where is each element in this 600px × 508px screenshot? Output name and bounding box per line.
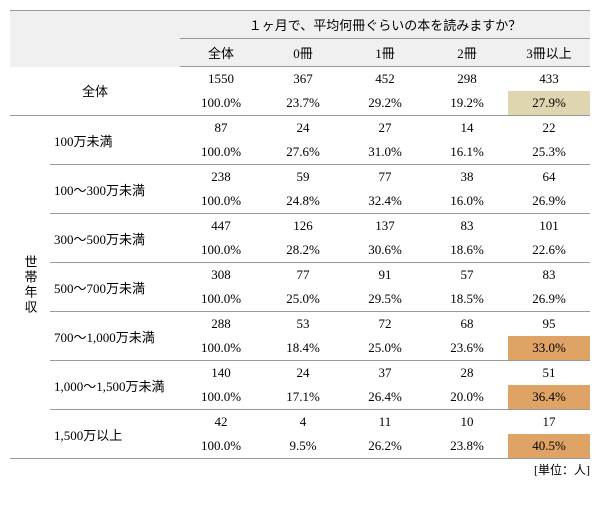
pct-5-1: 17.1% <box>262 385 344 410</box>
pct-2-3: 18.6% <box>426 238 508 263</box>
count-3-1: 77 <box>262 263 344 288</box>
total-pct-2: 29.2% <box>344 91 426 116</box>
pct-3-3: 18.5% <box>426 287 508 312</box>
pct-3-2: 29.5% <box>344 287 426 312</box>
count-3-2: 91 <box>344 263 426 288</box>
pct-6-2: 26.2% <box>344 434 426 459</box>
count-2-0: 447 <box>180 214 262 239</box>
count-2-2: 137 <box>344 214 426 239</box>
pct-6-4: 40.5% <box>508 434 590 459</box>
pct-4-2: 25.0% <box>344 336 426 361</box>
unit-label: [単位：人] <box>10 459 590 478</box>
pct-1-2: 32.4% <box>344 189 426 214</box>
total-pct-0: 100.0% <box>180 91 262 116</box>
count-6-2: 11 <box>344 410 426 435</box>
pct-3-0: 100.0% <box>180 287 262 312</box>
count-4-3: 68 <box>426 312 508 337</box>
row-label-0: 100万未満 <box>50 116 180 165</box>
total-pct-3: 19.2% <box>426 91 508 116</box>
count-0-3: 14 <box>426 116 508 141</box>
pct-6-3: 23.8% <box>426 434 508 459</box>
count-5-3: 28 <box>426 361 508 386</box>
total-count-1: 367 <box>262 67 344 92</box>
pct-3-1: 25.0% <box>262 287 344 312</box>
col-header-2: 1冊 <box>344 39 426 67</box>
header-blank <box>10 11 180 67</box>
total-pct-1: 23.7% <box>262 91 344 116</box>
count-5-4: 51 <box>508 361 590 386</box>
pct-5-0: 100.0% <box>180 385 262 410</box>
pct-0-0: 100.0% <box>180 140 262 165</box>
pct-0-4: 25.3% <box>508 140 590 165</box>
pct-5-4: 36.4% <box>508 385 590 410</box>
row-label-3: 500～700万未満 <box>50 263 180 312</box>
pct-1-3: 16.0% <box>426 189 508 214</box>
count-2-1: 126 <box>262 214 344 239</box>
total-label: 全体 <box>10 67 180 116</box>
count-0-4: 22 <box>508 116 590 141</box>
count-0-0: 87 <box>180 116 262 141</box>
col-header-3: 2冊 <box>426 39 508 67</box>
pct-6-1: 9.5% <box>262 434 344 459</box>
col-header-1: 0冊 <box>262 39 344 67</box>
total-count-2: 452 <box>344 67 426 92</box>
total-count-4: 433 <box>508 67 590 92</box>
count-3-4: 83 <box>508 263 590 288</box>
count-1-0: 238 <box>180 165 262 190</box>
col-header-4: 3冊以上 <box>508 39 590 67</box>
count-6-4: 17 <box>508 410 590 435</box>
pct-2-2: 30.6% <box>344 238 426 263</box>
cross-table: １ヶ月で、平均何冊ぐらいの本を読みますか？全体0冊1冊2冊3冊以上全体15503… <box>10 10 590 459</box>
count-1-3: 38 <box>426 165 508 190</box>
col-header-0: 全体 <box>180 39 262 67</box>
count-0-2: 27 <box>344 116 426 141</box>
row-label-5: 1,000～1,500万未満 <box>50 361 180 410</box>
group-label-cell: 世帯年収 <box>10 116 50 459</box>
count-5-0: 140 <box>180 361 262 386</box>
pct-1-1: 24.8% <box>262 189 344 214</box>
pct-4-0: 100.0% <box>180 336 262 361</box>
count-3-3: 57 <box>426 263 508 288</box>
pct-5-3: 20.0% <box>426 385 508 410</box>
count-6-0: 42 <box>180 410 262 435</box>
total-pct-4: 27.9% <box>508 91 590 116</box>
count-4-1: 53 <box>262 312 344 337</box>
header-question: １ヶ月で、平均何冊ぐらいの本を読みますか？ <box>180 11 590 39</box>
pct-3-4: 26.9% <box>508 287 590 312</box>
row-label-6: 1,500万以上 <box>50 410 180 459</box>
total-count-0: 1550 <box>180 67 262 92</box>
count-2-4: 101 <box>508 214 590 239</box>
count-4-0: 288 <box>180 312 262 337</box>
pct-4-3: 23.6% <box>426 336 508 361</box>
pct-2-4: 22.6% <box>508 238 590 263</box>
pct-1-0: 100.0% <box>180 189 262 214</box>
pct-1-4: 26.9% <box>508 189 590 214</box>
count-2-3: 83 <box>426 214 508 239</box>
pct-4-4: 33.0% <box>508 336 590 361</box>
pct-0-1: 27.6% <box>262 140 344 165</box>
pct-6-0: 100.0% <box>180 434 262 459</box>
pct-2-0: 100.0% <box>180 238 262 263</box>
count-1-4: 64 <box>508 165 590 190</box>
count-5-2: 37 <box>344 361 426 386</box>
pct-0-3: 16.1% <box>426 140 508 165</box>
count-1-1: 59 <box>262 165 344 190</box>
count-4-2: 72 <box>344 312 426 337</box>
row-label-4: 700～1,000万未満 <box>50 312 180 361</box>
count-4-4: 95 <box>508 312 590 337</box>
count-6-3: 10 <box>426 410 508 435</box>
count-5-1: 24 <box>262 361 344 386</box>
row-label-2: 300～500万未満 <box>50 214 180 263</box>
count-0-1: 24 <box>262 116 344 141</box>
count-3-0: 308 <box>180 263 262 288</box>
total-count-3: 298 <box>426 67 508 92</box>
pct-4-1: 18.4% <box>262 336 344 361</box>
pct-0-2: 31.0% <box>344 140 426 165</box>
group-label: 世帯年収 <box>21 255 40 315</box>
count-1-2: 77 <box>344 165 426 190</box>
count-6-1: 4 <box>262 410 344 435</box>
pct-2-1: 28.2% <box>262 238 344 263</box>
pct-5-2: 26.4% <box>344 385 426 410</box>
row-label-1: 100～300万未満 <box>50 165 180 214</box>
